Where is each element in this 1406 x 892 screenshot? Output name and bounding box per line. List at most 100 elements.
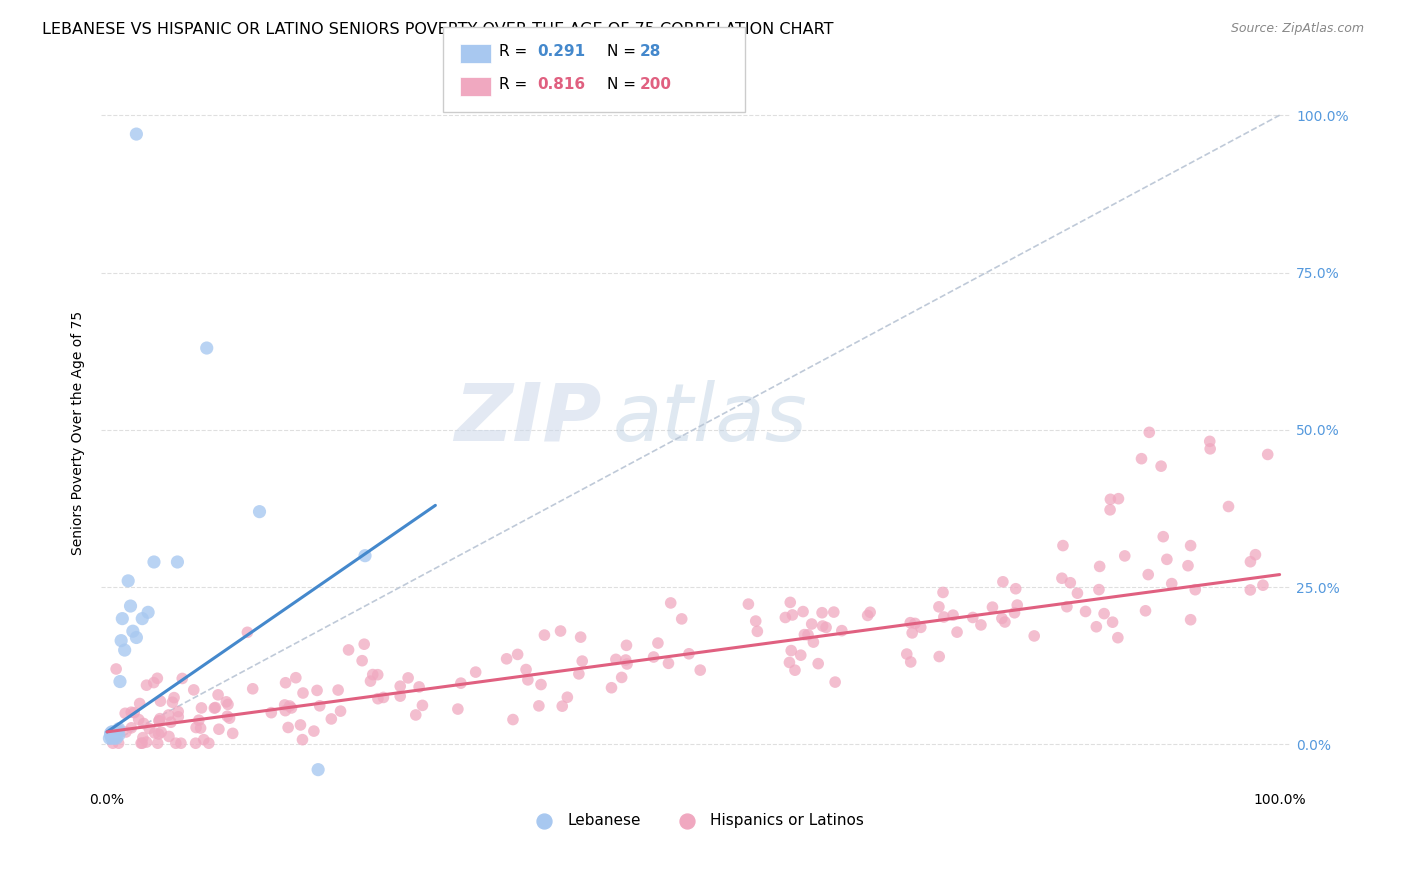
Point	[367, 691, 389, 706]
Point	[236, 625, 259, 640]
Point	[811, 606, 834, 620]
Point	[928, 649, 950, 664]
Point	[337, 643, 360, 657]
Point	[780, 643, 803, 657]
Point	[600, 681, 623, 695]
Point	[307, 763, 329, 777]
Point	[614, 653, 637, 667]
Point	[856, 608, 879, 623]
Point	[146, 671, 169, 685]
Point	[1160, 576, 1182, 591]
Point	[647, 636, 669, 650]
Point	[110, 633, 132, 648]
Point	[360, 674, 382, 689]
Point	[125, 127, 148, 141]
Point	[616, 657, 638, 671]
Point	[278, 698, 301, 713]
Point	[900, 655, 922, 669]
Point	[689, 663, 711, 677]
Point	[274, 675, 297, 690]
Point	[1218, 500, 1240, 514]
Point	[274, 704, 297, 718]
Point	[215, 695, 238, 709]
Point	[1244, 548, 1267, 562]
Point	[101, 736, 124, 750]
Point	[104, 728, 127, 742]
Point	[128, 713, 150, 727]
Point	[218, 711, 240, 725]
Point	[107, 725, 129, 739]
Point	[149, 694, 172, 708]
Point	[321, 712, 343, 726]
Point	[160, 715, 183, 730]
Point	[143, 555, 166, 569]
Text: 200: 200	[640, 78, 672, 92]
Point	[745, 614, 768, 628]
Point	[120, 705, 142, 719]
Point	[823, 605, 845, 619]
Point	[149, 712, 172, 726]
Point	[405, 708, 427, 723]
Point	[1050, 571, 1073, 585]
Point	[290, 718, 312, 732]
Point	[557, 690, 579, 705]
Point	[273, 698, 295, 712]
Point	[131, 736, 153, 750]
Point	[678, 647, 700, 661]
Point	[807, 657, 830, 671]
Point	[671, 612, 693, 626]
Point	[1005, 598, 1028, 612]
Point	[659, 596, 682, 610]
Point	[779, 595, 801, 609]
Point	[904, 616, 927, 631]
Point	[1088, 559, 1111, 574]
Point	[190, 701, 212, 715]
Point	[551, 699, 574, 714]
Point	[643, 650, 665, 665]
Point	[1184, 582, 1206, 597]
Point	[815, 620, 838, 634]
Point	[831, 624, 853, 638]
Point	[1180, 613, 1202, 627]
Point	[550, 624, 572, 638]
Point	[502, 713, 524, 727]
Point	[811, 619, 834, 633]
Point	[932, 610, 955, 624]
Point	[450, 676, 472, 690]
Point	[1177, 558, 1199, 573]
Point	[737, 597, 759, 611]
Point	[1135, 604, 1157, 618]
Point	[1052, 539, 1074, 553]
Point	[190, 721, 212, 735]
Point	[1056, 599, 1078, 614]
Point	[120, 721, 142, 735]
Point	[396, 671, 419, 685]
Point	[136, 605, 159, 619]
Point	[108, 674, 131, 689]
Point	[184, 721, 207, 735]
Point	[101, 725, 124, 739]
Point	[1257, 447, 1279, 461]
Point	[202, 701, 225, 715]
Point	[146, 736, 169, 750]
Point	[135, 735, 157, 749]
Point	[125, 631, 148, 645]
Text: R =: R =	[499, 45, 533, 59]
Point	[111, 612, 134, 626]
Point	[408, 680, 430, 694]
Point	[910, 620, 932, 634]
Point	[329, 704, 352, 718]
Point	[792, 605, 814, 619]
Point	[778, 656, 800, 670]
Point	[107, 722, 129, 736]
Point	[942, 608, 965, 623]
Text: Source: ZipAtlas.com: Source: ZipAtlas.com	[1230, 22, 1364, 36]
Point	[120, 599, 142, 613]
Point	[260, 706, 283, 720]
Point	[569, 630, 592, 644]
Point	[516, 673, 538, 687]
Point	[114, 643, 136, 657]
Point	[783, 663, 806, 677]
Text: N =: N =	[607, 78, 637, 92]
Point	[100, 726, 122, 740]
